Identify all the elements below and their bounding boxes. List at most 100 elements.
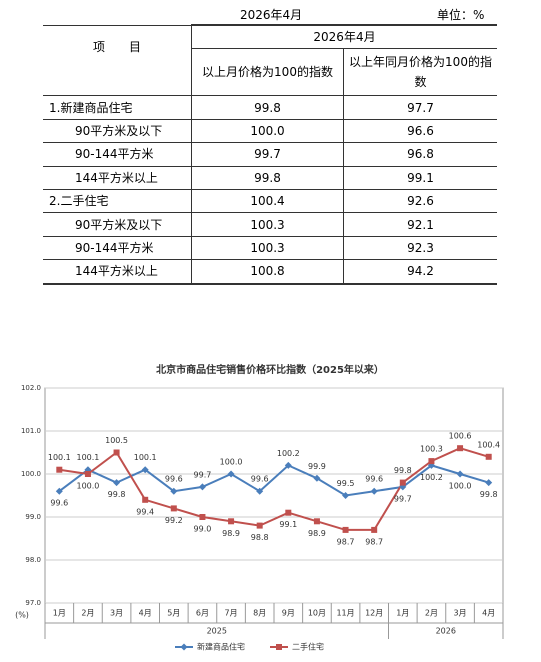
header-item: 项 目 — [43, 24, 192, 97]
data-label: 98.8 — [251, 533, 269, 542]
point — [84, 471, 91, 477]
x-tick-label: 3月 — [110, 609, 123, 618]
point — [84, 466, 92, 474]
row-label: 90-144平方米 — [43, 142, 192, 167]
point — [55, 487, 63, 495]
y-tick-label: 99.0 — [25, 513, 41, 521]
data-label: 99.6 — [365, 475, 383, 484]
row-label: 90平方米及以下 — [43, 118, 192, 144]
table-cell: 99.8 — [191, 95, 344, 120]
x-tick-label: 5月 — [167, 609, 180, 618]
point — [313, 474, 321, 482]
point — [457, 445, 464, 452]
x-tick-label: 4月 — [139, 609, 152, 618]
x-tick-label: 11月 — [336, 609, 354, 618]
x-tick-label: 1月 — [53, 609, 66, 618]
point — [170, 487, 178, 495]
data-label: 99.8 — [108, 490, 126, 499]
data-label: 99.0 — [194, 525, 212, 534]
legend-marker — [276, 644, 282, 650]
header-period: 2026年4月 — [191, 24, 497, 50]
data-label: 99.2 — [165, 516, 183, 525]
data-label: 99.1 — [279, 520, 297, 529]
legend-label: 新建商品住宅 — [197, 642, 245, 652]
y-tick-label: 97.0 — [25, 599, 41, 607]
point — [370, 487, 378, 495]
table-cell: 99.8 — [191, 165, 344, 190]
data-label: 100.2 — [277, 449, 300, 458]
chart-title: 北京市商品住宅销售价格环比指数（2025年以来） — [156, 363, 384, 376]
point — [485, 453, 492, 460]
x-tick-label: 7月 — [225, 609, 238, 618]
point — [313, 518, 320, 525]
point — [199, 514, 206, 520]
data-label: 100.1 — [48, 453, 71, 462]
x-tick-label: 1月 — [396, 609, 409, 618]
data-label: 99.8 — [480, 490, 498, 499]
row-label: 90-144平方米 — [43, 235, 192, 261]
point — [256, 487, 264, 495]
x-tick-label: 10月 — [308, 609, 326, 618]
y-tick-label: 100.0 — [21, 470, 41, 478]
point — [428, 458, 435, 465]
x-tick-label: 12月 — [365, 609, 383, 618]
table-unit: 单位：% — [437, 8, 485, 22]
point — [142, 496, 149, 503]
data-label: 100.1 — [134, 453, 157, 462]
point — [228, 518, 235, 525]
point — [285, 509, 292, 516]
table-cell: 92.1 — [343, 212, 497, 237]
data-label: 98.9 — [308, 529, 326, 538]
point — [113, 479, 121, 487]
data-label: 98.9 — [222, 529, 240, 538]
row-label: 2.二手住宅 — [43, 188, 192, 214]
header-col1: 以上月价格为100的指数 — [191, 48, 344, 97]
x-tick-label: 8月 — [253, 609, 266, 618]
chart: 北京市商品住宅销售价格环比指数（2025年以来） 97.0 98.0 99.0 100… — [15, 363, 504, 652]
legend-marker — [180, 643, 188, 651]
table-cell: 97.7 — [343, 95, 497, 120]
point — [170, 505, 177, 512]
y-tick-label: 98.0 — [25, 556, 41, 564]
row-label: 1.新建商品住宅 — [43, 95, 192, 120]
point — [141, 466, 149, 474]
point — [456, 470, 464, 478]
table-cell: 96.6 — [343, 118, 497, 144]
table-cell: 100.3 — [191, 212, 344, 237]
point — [342, 492, 350, 499]
x-tick-label: 6月 — [196, 609, 209, 618]
data-label: 99.6 — [50, 499, 68, 508]
data-label: 100.4 — [477, 440, 500, 449]
table-cell: 99.7 — [191, 142, 344, 167]
data-label: 100.3 — [420, 445, 443, 454]
point — [371, 526, 378, 533]
x-tick-label: 3月 — [454, 609, 467, 618]
data-label: 100.0 — [76, 482, 99, 491]
x-tick-label: 2月 — [81, 609, 94, 618]
year-label: 2025 — [207, 627, 227, 636]
data-label: 98.7 — [365, 537, 383, 546]
y-tick-label: 101.0 — [21, 427, 41, 435]
data-label: 100.0 — [220, 458, 243, 467]
table-cell: 100.4 — [191, 188, 344, 214]
data-label: 100.5 — [105, 436, 128, 445]
y-tick-label: 102.0 — [21, 384, 41, 392]
data-label: 99.4 — [136, 507, 154, 516]
row-label: 144平方米以上 — [43, 259, 192, 285]
header-col2: 以上年同月价格为100的指数 — [343, 48, 497, 97]
row-label: 90平方米及以下 — [43, 212, 192, 237]
legend-label: 二手住宅 — [292, 642, 324, 652]
table-cell: 100.8 — [191, 259, 344, 285]
table-cell: 100.0 — [191, 118, 344, 144]
table-cell: 100.3 — [191, 235, 344, 261]
point — [427, 461, 435, 469]
x-tick-label: 4月 — [482, 609, 495, 618]
point — [399, 479, 406, 486]
table-cell: 96.8 — [343, 142, 497, 167]
point — [113, 449, 120, 456]
data-label: 99.9 — [308, 462, 326, 471]
price-table: 项 目 2026年4月 以上月价格为100的指数 以上年同月价格为100的指数 … — [43, 24, 497, 285]
table-cell: 92.3 — [343, 235, 497, 261]
data-label: 100.6 — [449, 432, 472, 441]
